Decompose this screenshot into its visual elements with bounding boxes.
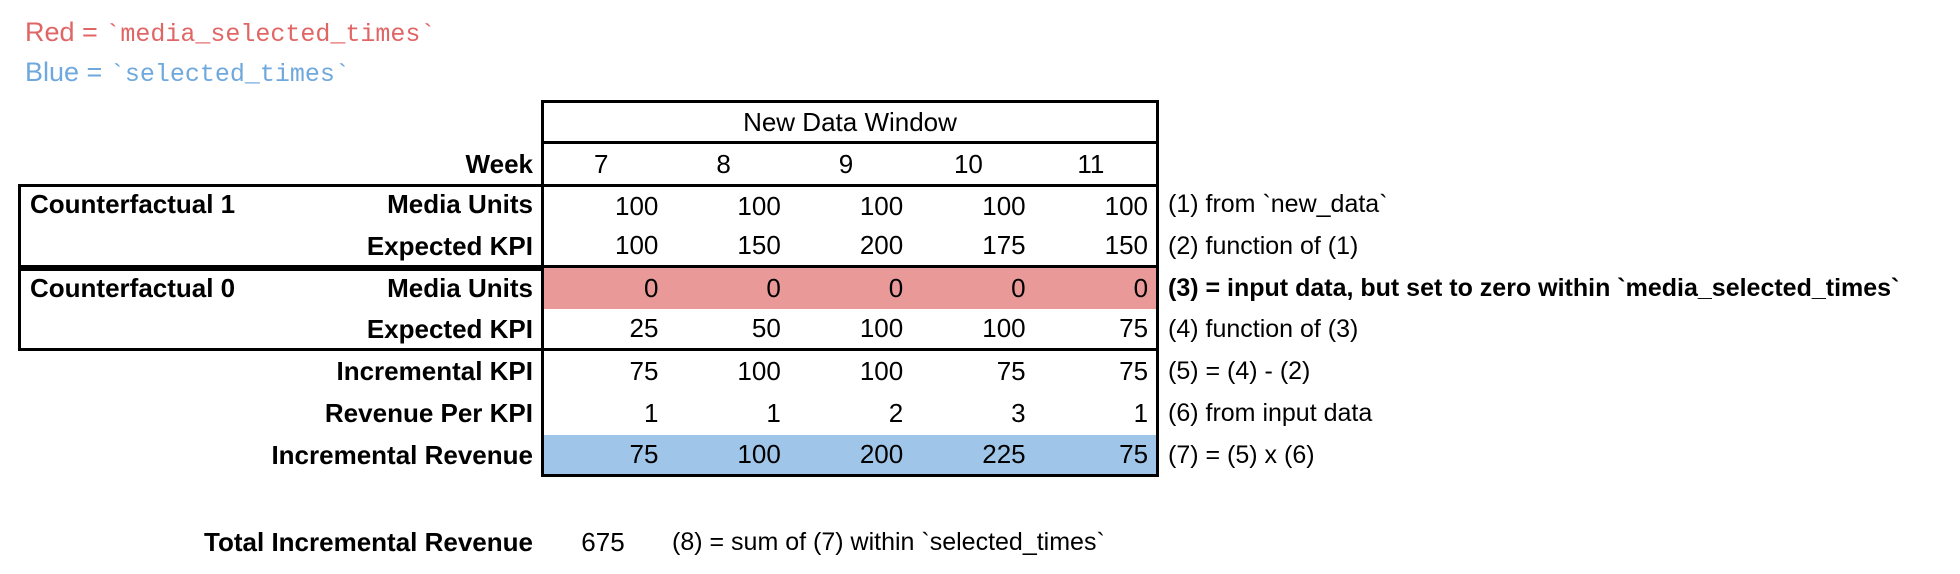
table-header-row: New Data Window xyxy=(0,100,1960,144)
value-cell: 0 xyxy=(1011,272,1026,303)
week-number: 8 xyxy=(716,149,731,179)
value-cell: 0 xyxy=(766,272,781,303)
row-annotation: (3) = input data, but set to zero within… xyxy=(1168,273,1900,302)
color-legend: Red = `media_selected_times` Blue = `sel… xyxy=(25,12,435,92)
value-cell: 75 xyxy=(1119,313,1149,344)
counterfactual-1-label: Counterfactual 1 xyxy=(30,189,236,219)
red-highlight-row: 0 0 0 0 0 xyxy=(541,267,1159,310)
value-cell: 75 xyxy=(629,356,659,387)
row-label: Expected KPI xyxy=(366,314,533,345)
value-cell: 100 xyxy=(1104,191,1149,221)
new-data-window-title: New Data Window xyxy=(743,107,957,137)
value-cell: 200 xyxy=(859,229,904,260)
value-cell: 100 xyxy=(737,356,781,387)
week-row: Week 7 8 9 10 11 xyxy=(0,144,1960,184)
row-label: Incremental KPI xyxy=(336,356,533,387)
total-value: 675 xyxy=(581,527,625,557)
value-cell: 3 xyxy=(1011,397,1026,428)
row-label: Expected KPI xyxy=(366,230,533,261)
value-cell: 100 xyxy=(737,438,781,469)
value-cell: 100 xyxy=(982,313,1026,344)
table-row-media-units-cf0: Media Units 0 0 0 0 0 (3) = input data, … xyxy=(0,267,1960,310)
week-numbers: 7 8 9 10 11 xyxy=(541,144,1159,184)
row-annotation: (7) = (5) x (6) xyxy=(1168,440,1315,469)
legend-red-line: Red = `media_selected_times` xyxy=(25,12,435,52)
value-cell: 50 xyxy=(751,313,781,344)
new-data-window-box: New Data Window xyxy=(541,100,1159,144)
value-cell: 100 xyxy=(615,229,659,260)
legend-blue-code: `selected_times` xyxy=(109,60,350,89)
value-cell: 100 xyxy=(859,356,904,387)
value-cell: 100 xyxy=(982,191,1026,221)
week-label: Week xyxy=(465,149,533,179)
value-cell: 150 xyxy=(737,229,781,260)
value-cell: 75 xyxy=(996,356,1026,387)
value-cell: 1 xyxy=(643,397,659,428)
value-cell: 0 xyxy=(888,272,904,303)
row-annotation: (1) from `new_data` xyxy=(1168,190,1388,218)
row-label: Media Units xyxy=(387,189,533,219)
week-number: 11 xyxy=(1077,149,1105,179)
row-label: Media Units xyxy=(387,272,533,303)
value-cell: 1 xyxy=(766,397,781,428)
counterfactual-0-label: Counterfactual 0 xyxy=(30,272,236,303)
value-cell: 75 xyxy=(1119,438,1149,469)
counterfactual-table: New Data Window Week 7 8 9 10 11 Media U… xyxy=(0,100,1960,477)
value-cell: 75 xyxy=(629,438,659,469)
table-row-incremental-kpi: Incremental KPI 75 100 100 75 75 (5) = (… xyxy=(0,351,1960,393)
legend-red-code: `media_selected_times` xyxy=(105,20,436,49)
legend-blue-label: Blue = xyxy=(25,57,103,87)
row-annotation: (4) function of (3) xyxy=(1168,315,1359,344)
value-cell: 25 xyxy=(629,313,659,344)
legend-red-label: Red = xyxy=(25,17,98,47)
week-number: 10 xyxy=(953,149,983,179)
table-row-expected-kpi-cf1: Expected KPI 100 150 200 175 150 (2) fun… xyxy=(0,225,1960,268)
table-row-revenue-per-kpi: Revenue Per KPI 1 1 2 3 1 (6) from input… xyxy=(0,392,1960,435)
value-cell: 0 xyxy=(643,272,659,303)
blue-highlight-row: 75 100 200 225 75 xyxy=(541,434,1159,477)
week-number: 9 xyxy=(838,149,854,179)
legend-blue-line: Blue = `selected_times` xyxy=(25,52,435,92)
value-cell: 1 xyxy=(1133,397,1149,428)
header-spacer xyxy=(0,100,541,144)
value-cell: 175 xyxy=(982,229,1026,260)
table-row-expected-kpi-cf0: Expected KPI 25 50 100 100 75 (4) functi… xyxy=(0,309,1960,352)
value-cell: 100 xyxy=(859,313,904,344)
value-cell: 2 xyxy=(888,397,904,428)
week-number: 7 xyxy=(593,149,609,179)
value-cell: 150 xyxy=(1104,229,1149,260)
total-label: Total Incremental Revenue xyxy=(204,527,533,557)
row-annotation: (2) function of (1) xyxy=(1168,231,1359,260)
value-cell: 100 xyxy=(859,191,904,221)
value-cell: 200 xyxy=(859,438,904,469)
value-cell: 0 xyxy=(1133,272,1149,303)
row-label: Incremental Revenue xyxy=(271,439,533,470)
value-cell: 100 xyxy=(737,191,781,221)
table-row-incremental-revenue: Incremental Revenue 75 100 200 225 75 (7… xyxy=(0,434,1960,477)
value-cell: 100 xyxy=(615,191,659,221)
value-cell: 225 xyxy=(982,438,1026,469)
row-annotation: (6) from input data xyxy=(1168,398,1373,427)
total-annotation: (8) = sum of (7) within `selected_times` xyxy=(672,528,1105,556)
total-row: Total Incremental Revenue 675 (8) = sum … xyxy=(0,521,1960,563)
row-label: Revenue Per KPI xyxy=(324,397,533,428)
table-row-media-units-cf1: Media Units 100 100 100 100 100 (1) from… xyxy=(0,184,1960,226)
row-annotation: (5) = (4) - (2) xyxy=(1168,357,1311,386)
value-cell: 75 xyxy=(1119,356,1149,387)
